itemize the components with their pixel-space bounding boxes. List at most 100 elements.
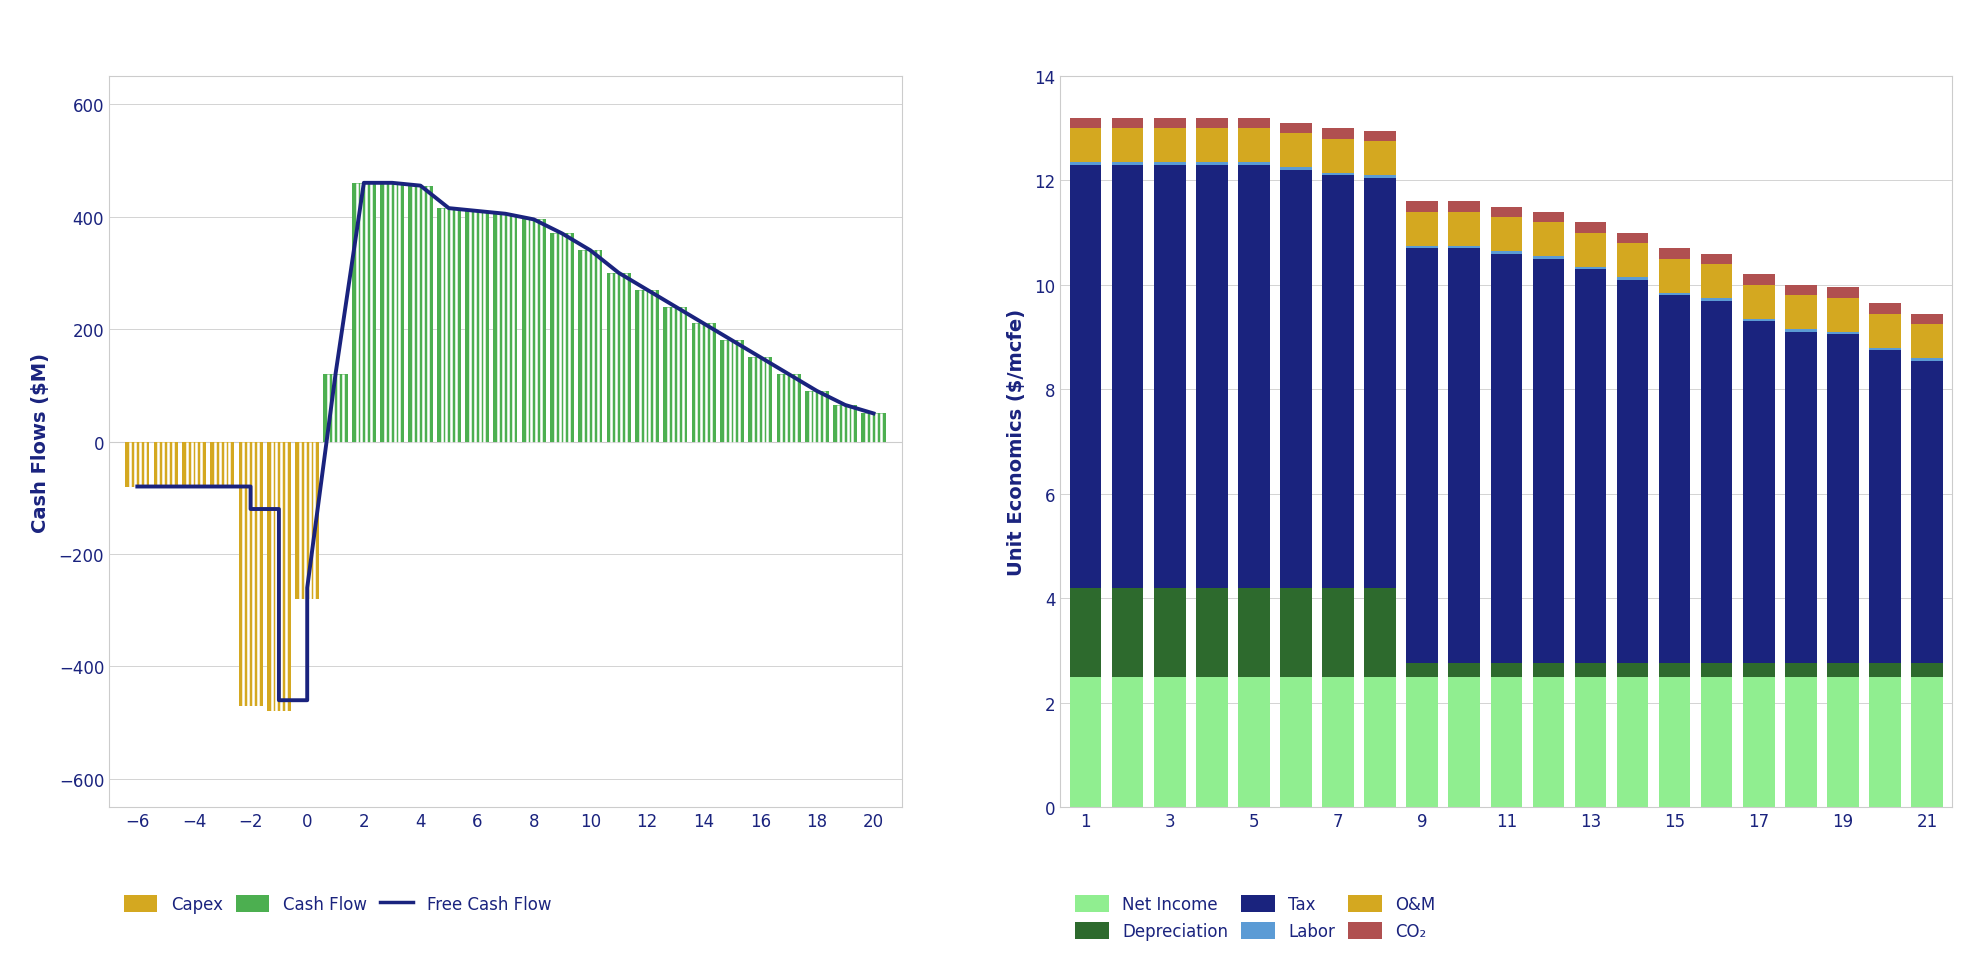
Bar <box>1617 281 1649 664</box>
Bar <box>832 406 858 442</box>
Bar <box>1280 168 1312 171</box>
Bar <box>1112 163 1144 165</box>
Bar <box>1239 677 1270 807</box>
Bar <box>1574 223 1605 234</box>
Bar <box>1574 234 1605 267</box>
Bar <box>1786 330 1817 333</box>
Bar <box>1070 588 1102 677</box>
Bar <box>1786 333 1817 664</box>
Bar <box>1280 135 1312 168</box>
Bar <box>1617 664 1649 677</box>
Bar <box>551 234 575 442</box>
Y-axis label: Unit Economics ($/mcfe): Unit Economics ($/mcfe) <box>1007 308 1027 576</box>
Bar <box>1407 664 1439 677</box>
Bar <box>323 375 347 442</box>
Bar <box>1070 118 1102 129</box>
Bar <box>579 251 603 442</box>
Bar <box>1195 163 1227 165</box>
Bar <box>1490 677 1522 807</box>
Bar <box>1449 249 1481 664</box>
Bar <box>1364 176 1395 179</box>
Bar <box>1239 588 1270 677</box>
Bar <box>1070 165 1102 588</box>
Bar <box>1742 275 1774 285</box>
Bar <box>1617 278 1649 281</box>
Bar <box>1617 234 1649 244</box>
Bar <box>1322 588 1354 677</box>
Bar <box>1701 677 1732 807</box>
Bar <box>1195 129 1227 163</box>
Bar <box>1532 677 1564 807</box>
Bar <box>1322 176 1354 588</box>
Bar <box>1742 285 1774 319</box>
Bar <box>238 442 264 706</box>
Bar <box>1490 252 1522 255</box>
Bar <box>1869 304 1901 314</box>
Bar <box>1280 588 1312 677</box>
Bar <box>1364 142 1395 176</box>
Bar <box>1280 677 1312 807</box>
Bar <box>1112 588 1144 677</box>
Bar <box>1701 301 1732 664</box>
Bar <box>1364 588 1395 677</box>
Bar <box>1869 314 1901 348</box>
Bar <box>1827 335 1859 664</box>
Bar <box>1070 677 1102 807</box>
Bar <box>1911 314 1942 325</box>
Bar <box>1574 267 1605 270</box>
Bar <box>1701 255 1732 264</box>
Bar <box>1195 677 1227 807</box>
Bar <box>1239 163 1270 165</box>
Bar <box>295 442 319 600</box>
Bar <box>1490 218 1522 252</box>
Bar <box>1659 296 1691 664</box>
Bar <box>1701 664 1732 677</box>
Bar <box>1322 139 1354 173</box>
Bar <box>210 442 234 487</box>
Bar <box>1322 129 1354 139</box>
Bar <box>1364 132 1395 142</box>
Bar <box>381 184 404 442</box>
Bar <box>1659 249 1691 259</box>
Bar <box>1659 259 1691 293</box>
Bar <box>1911 677 1942 807</box>
Bar <box>1154 163 1185 165</box>
Bar <box>1827 664 1859 677</box>
Bar <box>1154 118 1185 129</box>
Bar <box>155 442 178 487</box>
Bar <box>125 442 149 487</box>
Bar <box>1532 257 1564 259</box>
Bar <box>1449 664 1481 677</box>
Bar <box>1617 677 1649 807</box>
Bar <box>1911 325 1942 358</box>
Bar <box>1154 129 1185 163</box>
Bar <box>1659 293 1691 296</box>
Bar <box>1322 173 1354 176</box>
Bar <box>1112 677 1144 807</box>
Bar <box>1827 333 1859 335</box>
Bar <box>1532 259 1564 664</box>
Bar <box>1490 208 1522 218</box>
Bar <box>268 442 291 712</box>
Bar <box>1911 358 1942 361</box>
Bar <box>1786 664 1817 677</box>
Legend: Net Income, Depreciation, Tax, Labor, O&M, CO₂: Net Income, Depreciation, Tax, Labor, O&… <box>1068 889 1441 947</box>
Bar <box>1659 664 1691 677</box>
Bar <box>1490 664 1522 677</box>
Bar <box>1407 677 1439 807</box>
Bar <box>1742 677 1774 807</box>
Bar <box>777 375 801 442</box>
Bar <box>1154 588 1185 677</box>
Bar <box>1070 129 1102 163</box>
Bar <box>1532 664 1564 677</box>
Bar <box>664 308 688 442</box>
Bar <box>1742 664 1774 677</box>
Bar <box>1449 246 1481 249</box>
Bar <box>1449 677 1481 807</box>
Bar <box>606 274 630 442</box>
Bar <box>1869 351 1901 664</box>
Bar <box>1869 348 1901 351</box>
Bar <box>1532 212 1564 223</box>
Bar <box>353 184 377 442</box>
Bar <box>1701 299 1732 301</box>
